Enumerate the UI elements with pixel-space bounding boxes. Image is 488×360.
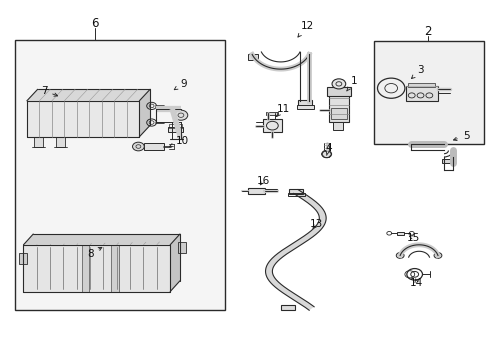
Polygon shape <box>170 234 180 292</box>
Bar <box>248 54 258 60</box>
Text: 13: 13 <box>309 219 323 229</box>
Text: 1: 1 <box>346 76 357 91</box>
Text: 10: 10 <box>169 136 188 147</box>
Circle shape <box>331 79 345 89</box>
Bar <box>328 88 348 122</box>
Circle shape <box>321 150 331 158</box>
Text: 15: 15 <box>406 233 419 243</box>
Text: 9: 9 <box>174 78 186 90</box>
Bar <box>265 112 277 115</box>
Bar <box>330 108 346 119</box>
Polygon shape <box>265 190 325 310</box>
Polygon shape <box>23 234 180 245</box>
Circle shape <box>433 253 441 258</box>
Polygon shape <box>23 245 170 292</box>
Polygon shape <box>27 101 139 137</box>
Bar <box>56 137 65 147</box>
Text: 12: 12 <box>297 21 313 37</box>
Bar <box>326 87 350 96</box>
Bar <box>34 137 43 147</box>
Circle shape <box>395 253 403 258</box>
Bar <box>111 245 119 292</box>
Bar <box>441 159 454 163</box>
Bar <box>15 40 224 310</box>
Text: 7: 7 <box>41 86 58 96</box>
Bar <box>82 245 89 292</box>
Bar <box>333 122 343 130</box>
Bar <box>287 193 304 196</box>
Bar <box>296 105 313 109</box>
Text: 8: 8 <box>87 247 102 259</box>
Bar <box>169 124 182 128</box>
Text: 5: 5 <box>452 131 468 141</box>
Polygon shape <box>27 89 150 101</box>
Bar <box>405 86 437 101</box>
Bar <box>297 100 311 106</box>
Bar <box>263 119 281 132</box>
Polygon shape <box>139 89 150 137</box>
Circle shape <box>132 142 144 151</box>
Text: 14: 14 <box>409 278 423 288</box>
Bar <box>373 41 483 144</box>
Text: 3: 3 <box>411 65 423 78</box>
Bar <box>177 242 186 253</box>
Bar <box>19 253 27 264</box>
Bar <box>281 305 294 310</box>
Circle shape <box>174 110 187 120</box>
Text: 11: 11 <box>276 104 290 117</box>
Text: 2: 2 <box>423 25 431 38</box>
Bar <box>247 188 264 194</box>
Text: 6: 6 <box>91 17 99 30</box>
Text: 4: 4 <box>325 143 331 156</box>
Text: 16: 16 <box>256 176 269 186</box>
Bar <box>144 143 163 150</box>
Bar <box>168 127 183 132</box>
Bar <box>289 189 303 194</box>
Bar <box>396 232 403 235</box>
Bar <box>407 83 434 87</box>
